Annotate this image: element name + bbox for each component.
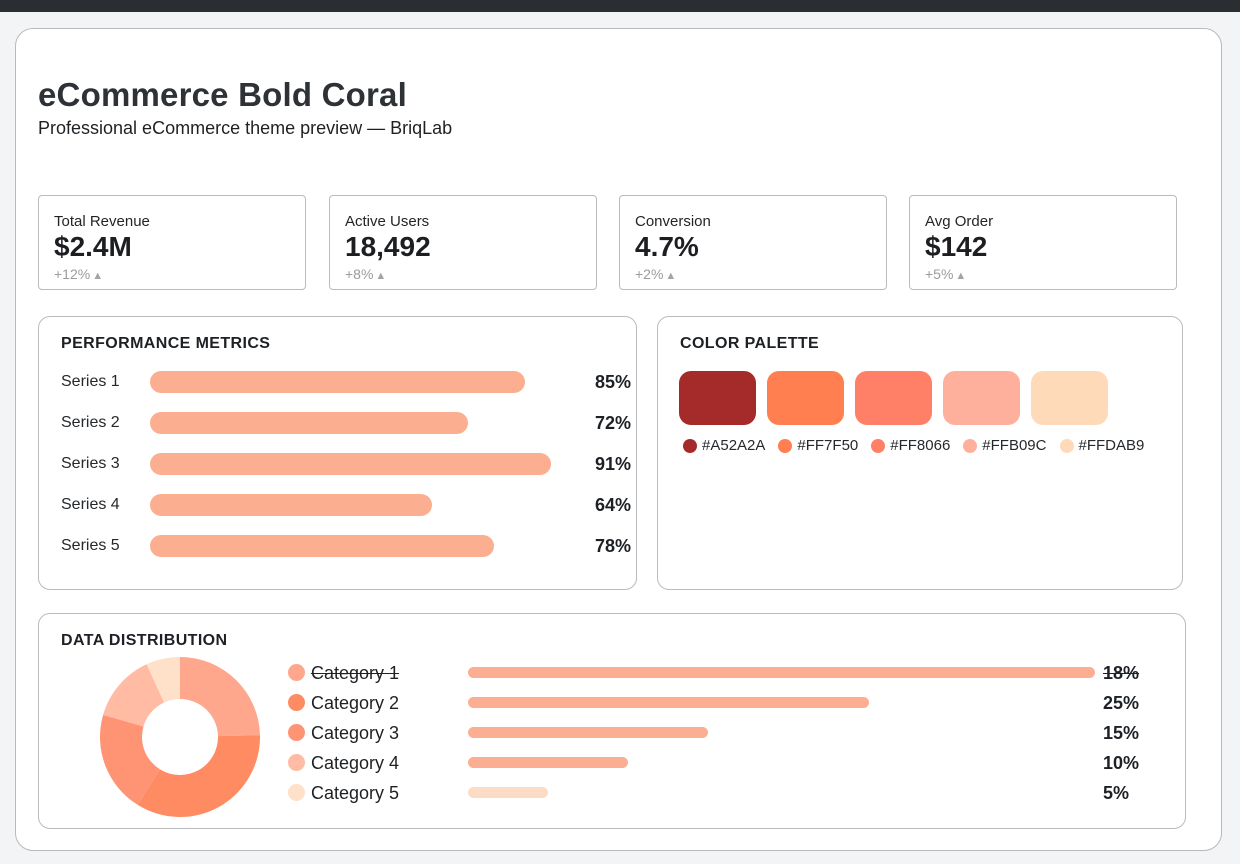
series-value: 72% bbox=[595, 413, 632, 433]
donut-slice-category-2[interactable] bbox=[137, 735, 260, 817]
kpi-value: 18,492 bbox=[345, 231, 431, 262]
palette-legend-item: #FFB09C bbox=[963, 437, 1047, 455]
donut-chart bbox=[100, 657, 260, 817]
triangle-up-icon: ▲ bbox=[375, 270, 387, 282]
kpi-change-text: +2% bbox=[635, 266, 664, 282]
color-swatch bbox=[943, 371, 1020, 425]
kpi-change: +12% ▲ bbox=[54, 266, 103, 284]
legend-item-category-4[interactable]: Category 4 bbox=[311, 753, 400, 773]
color-dot-icon bbox=[1059, 439, 1074, 453]
series-label: Series 2 bbox=[61, 414, 120, 431]
distribution-value: 15% bbox=[1103, 723, 1140, 743]
series-label: Series 4 bbox=[61, 496, 120, 513]
distribution-bar bbox=[468, 667, 1095, 678]
series-label: Series 1 bbox=[61, 373, 120, 390]
series-value: 85% bbox=[595, 372, 632, 392]
palette-legend-item: #FFDAB9 bbox=[1059, 437, 1145, 455]
kpi-value: $142 bbox=[925, 231, 988, 262]
color-palette-title: COLOR PALETTE bbox=[680, 335, 820, 352]
donut-slice-category-3[interactable] bbox=[100, 714, 160, 805]
kpi-change: +2% ▲ bbox=[635, 266, 676, 284]
distribution-bar bbox=[468, 757, 628, 768]
color-swatch bbox=[679, 371, 756, 425]
triangle-up-icon: ▲ bbox=[92, 270, 104, 282]
kpi-card-conversion: Conversion 4.7% +2% ▲ bbox=[619, 195, 887, 290]
kpi-change-text: +12% bbox=[54, 266, 91, 282]
kpi-label: Conversion bbox=[635, 213, 711, 230]
distribution-value: 10% bbox=[1103, 753, 1140, 773]
donut-slice-category-4[interactable] bbox=[103, 664, 165, 727]
color-hex-label: #FFDAB9 bbox=[1078, 437, 1145, 454]
legend-item-category-5[interactable]: Category 5 bbox=[311, 783, 400, 803]
performance-metrics-title: PERFORMANCE METRICS bbox=[61, 335, 271, 352]
color-swatch bbox=[855, 371, 932, 425]
legend-item-category-2[interactable]: Category 2 bbox=[311, 693, 400, 713]
legend-dot-icon[interactable] bbox=[288, 694, 305, 711]
palette-legend: #A52A2A #FF7F50 #FF8066 #FFB09C #FFDAB9 bbox=[683, 437, 1157, 455]
kpi-change-text: +5% bbox=[925, 266, 954, 282]
donut-slice-category-5[interactable] bbox=[146, 657, 180, 703]
kpi-change-text: +8% bbox=[345, 266, 374, 282]
legend-dot-icon[interactable] bbox=[288, 784, 305, 801]
palette-legend-item: #A52A2A bbox=[683, 437, 765, 455]
color-hex-label: #FFB09C bbox=[982, 437, 1047, 454]
series-bar[interactable] bbox=[150, 535, 494, 557]
color-hex-label: #FF7F50 bbox=[797, 437, 859, 454]
color-dot-icon bbox=[778, 439, 793, 453]
page-title: eCommerce Bold Coral bbox=[38, 76, 407, 113]
color-swatch bbox=[1031, 371, 1108, 425]
color-palette-card bbox=[657, 316, 1183, 590]
kpi-label: Total Revenue bbox=[54, 213, 150, 230]
color-hex-label: #A52A2A bbox=[702, 437, 766, 454]
triangle-up-icon: ▲ bbox=[955, 270, 967, 282]
distribution-bar bbox=[468, 787, 549, 798]
series-bar[interactable] bbox=[150, 494, 433, 516]
color-swatch bbox=[767, 371, 844, 425]
kpi-card-active-users: Active Users 18,492 +8% ▲ bbox=[329, 195, 597, 290]
distribution-value: 18% bbox=[1103, 663, 1140, 683]
series-bar[interactable] bbox=[150, 453, 552, 475]
kpi-label: Active Users bbox=[345, 213, 430, 230]
series-value: 78% bbox=[595, 536, 632, 556]
legend-item-category-3[interactable]: Category 3 bbox=[311, 723, 400, 743]
kpi-label: Avg Order bbox=[925, 213, 994, 230]
window-top-bar bbox=[0, 0, 1240, 12]
series-label: Series 5 bbox=[61, 537, 120, 554]
color-dot-icon bbox=[963, 439, 978, 453]
series-value: 64% bbox=[595, 495, 632, 515]
data-distribution-title: DATA DISTRIBUTION bbox=[61, 632, 228, 649]
series-label: Series 3 bbox=[61, 455, 120, 472]
series-bar[interactable] bbox=[150, 412, 468, 434]
triangle-up-icon: ▲ bbox=[665, 270, 677, 282]
series-value: 91% bbox=[595, 454, 632, 474]
kpi-change: +8% ▲ bbox=[345, 266, 386, 284]
color-hex-label: #FF8066 bbox=[890, 437, 951, 454]
kpi-card-avg-order: Avg Order $142 +5% ▲ bbox=[909, 195, 1177, 290]
color-dot-icon bbox=[683, 439, 697, 453]
color-dot-icon bbox=[871, 439, 886, 453]
distribution-value: 25% bbox=[1103, 693, 1140, 713]
page-subtitle: Professional eCommerce theme preview — B… bbox=[38, 118, 453, 138]
kpi-change: +5% ▲ bbox=[925, 266, 966, 284]
distribution-value: 5% bbox=[1103, 783, 1130, 803]
legend-item-category-1[interactable]: Category 1 bbox=[311, 663, 400, 683]
donut-slice-category-1[interactable] bbox=[180, 657, 260, 737]
kpi-card-total-revenue: Total Revenue $2.4M +12% ▲ bbox=[38, 195, 306, 290]
kpi-value: $2.4M bbox=[54, 231, 132, 262]
legend-dot-icon[interactable] bbox=[288, 754, 305, 771]
distribution-bar bbox=[468, 727, 709, 738]
distribution-bar bbox=[468, 697, 870, 708]
palette-legend-item: #FF8066 bbox=[871, 437, 950, 455]
legend-dot-icon[interactable] bbox=[288, 724, 305, 741]
series-bar[interactable] bbox=[150, 371, 525, 393]
legend-dot-icon[interactable] bbox=[288, 664, 305, 681]
palette-legend-item: #FF7F50 bbox=[778, 437, 858, 455]
kpi-value: 4.7% bbox=[635, 231, 699, 262]
